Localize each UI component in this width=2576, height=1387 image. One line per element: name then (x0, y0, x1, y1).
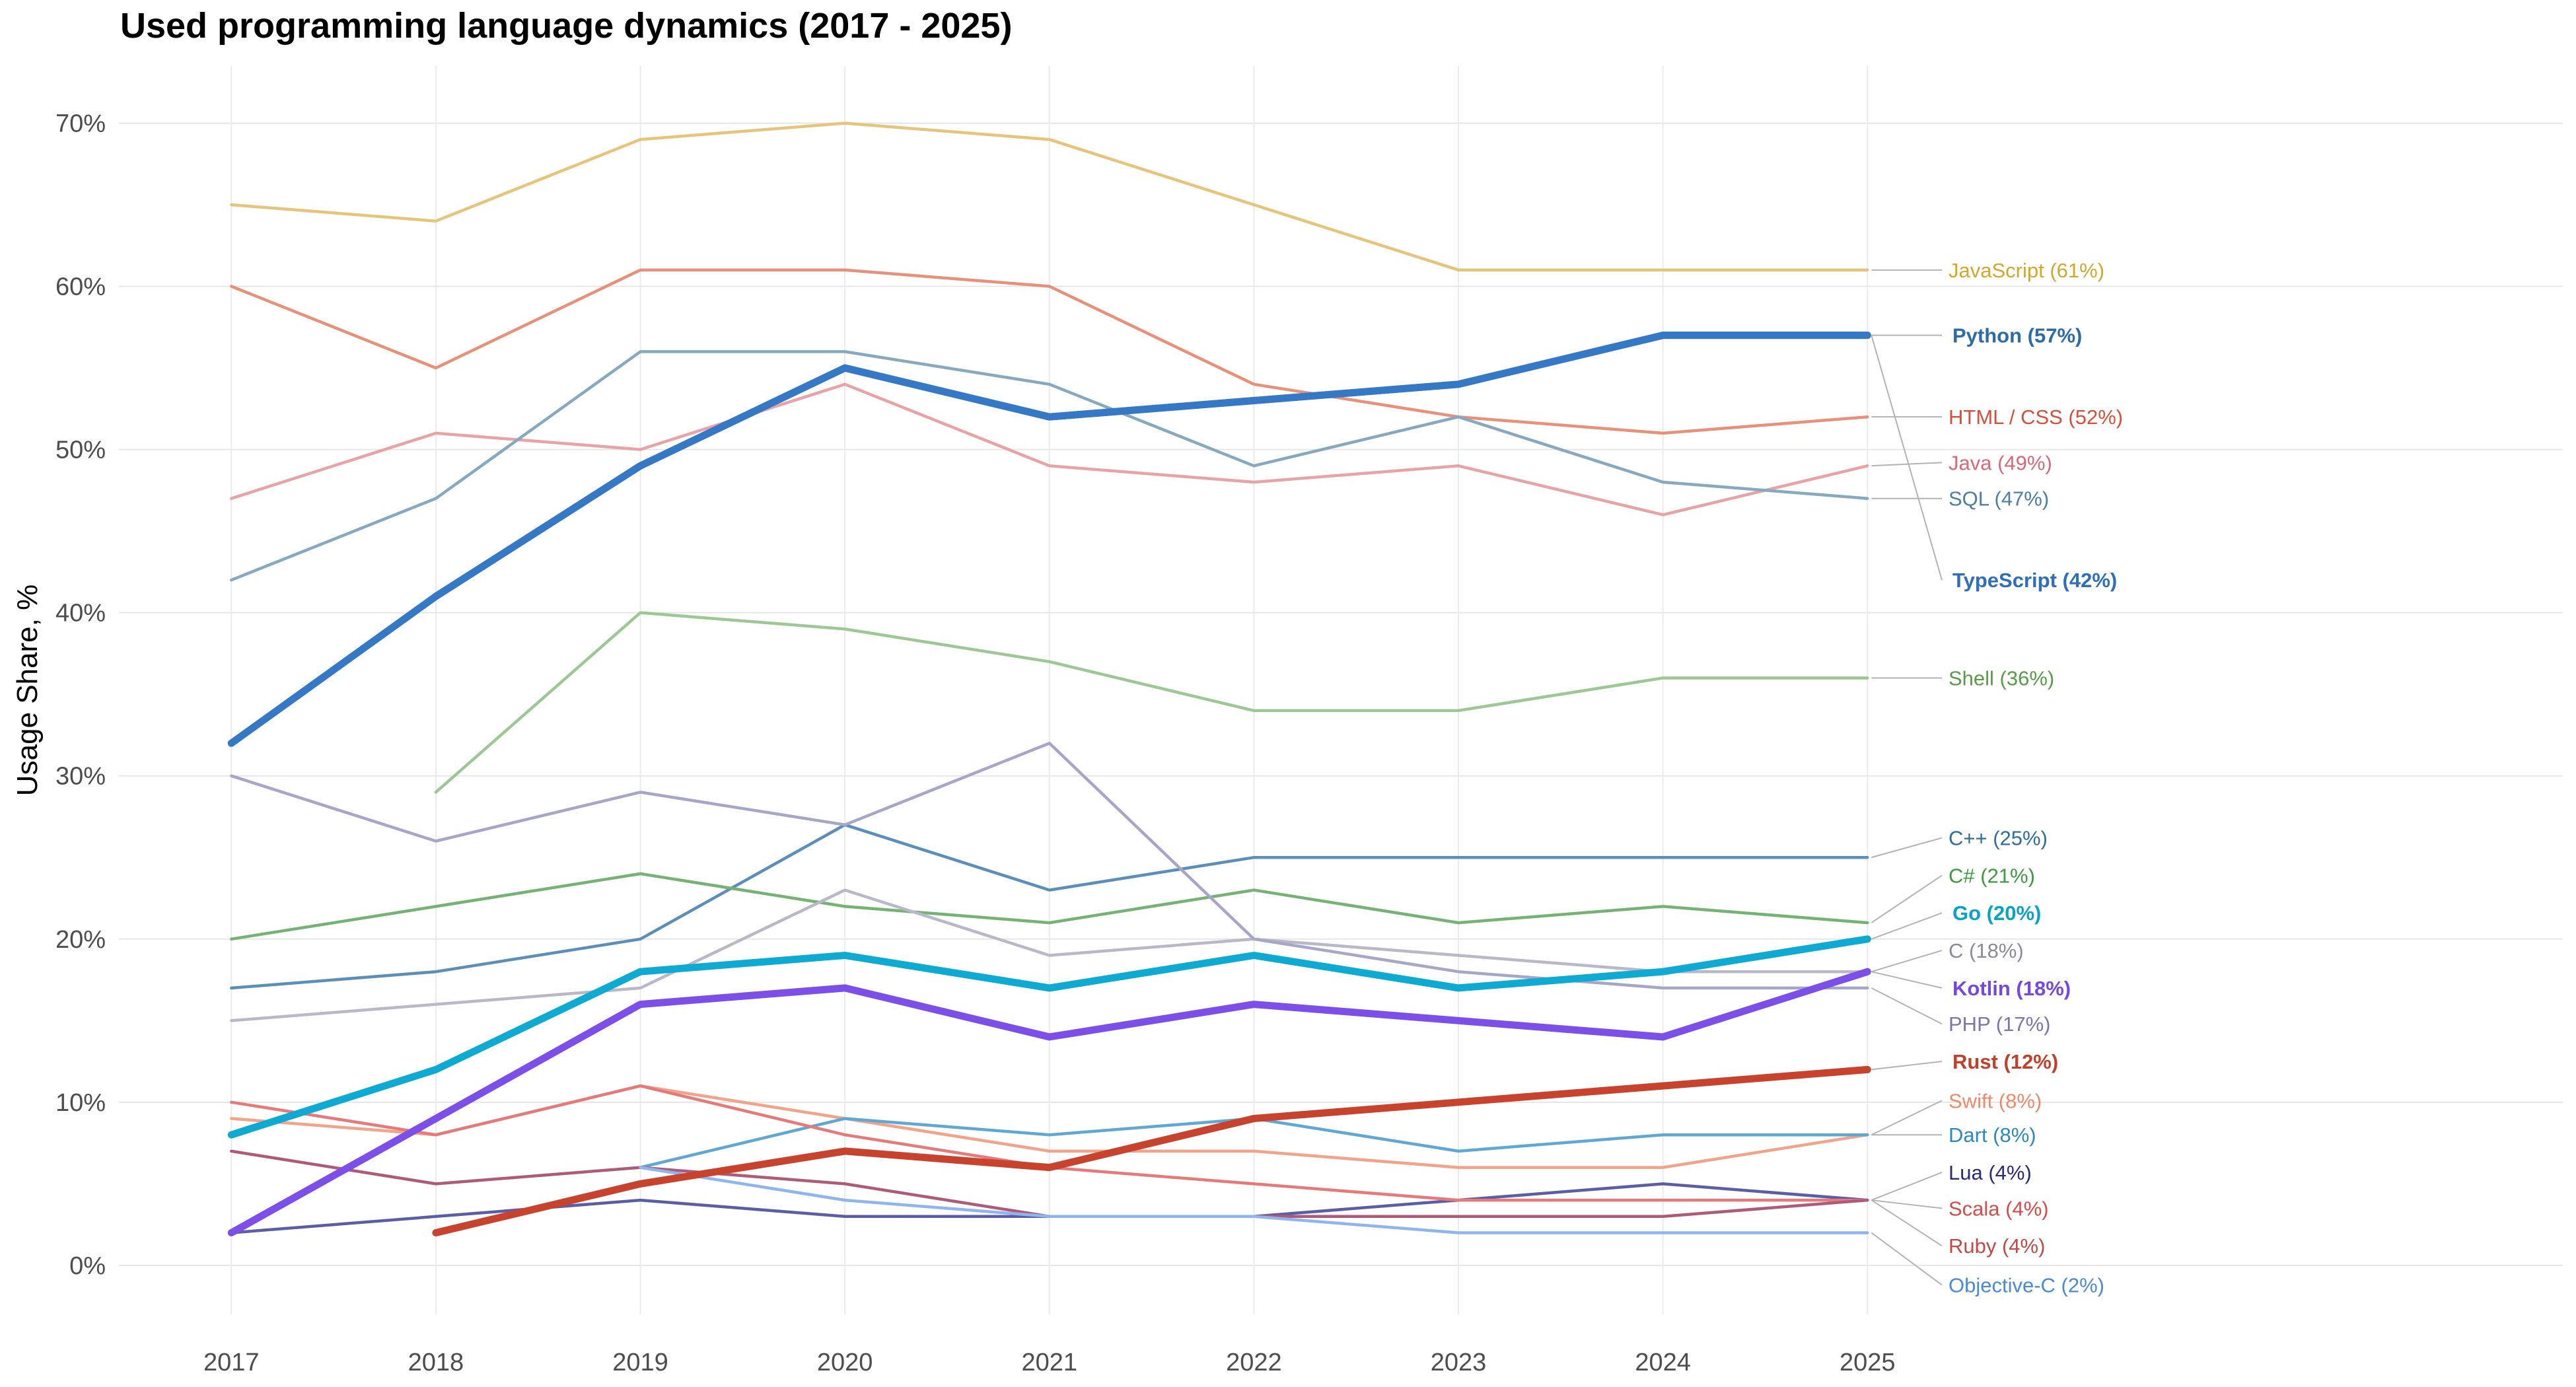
y-tick-label: 10% (55, 1089, 106, 1117)
series-line-html-css (230, 268, 1869, 435)
axis-layer: 0% 10% 20% 30% 40% 50% 60% 70% 2017 2018 2019 2020 2… (11, 110, 1896, 1376)
x-tick-label: 2025 (1840, 1349, 1896, 1376)
series-label-java: Java (49%) (1949, 451, 2052, 474)
x-tick-label: 2022 (1226, 1349, 1282, 1376)
series-line-c (230, 888, 1869, 1022)
leader-line-php (1871, 987, 1943, 1025)
leader-line-csharp (1871, 874, 1943, 923)
series-label-html-css: HTML / CSS (52%) (1949, 406, 2123, 429)
leader-line-c (1871, 950, 1943, 973)
chart-title: Used programming language dynamics (2017… (120, 6, 1013, 46)
series-line-kotlin (227, 968, 1871, 1236)
series-label-cpp: C++ (25%) (1949, 827, 2048, 850)
leader-line-go (1871, 912, 1943, 940)
series-label-rust: Rust (12%) (1952, 1050, 2058, 1073)
label-layer: JavaScript (61%) Python (57%) HTML / CSS (… (1949, 259, 2123, 1297)
series-line-java (230, 382, 1869, 516)
series-label-csharp: C# (21%) (1949, 864, 2035, 887)
series-label-objective-c: Objective-C (2%) (1949, 1274, 2104, 1297)
series-line-javascript (230, 122, 1869, 272)
series-line-typescript (227, 332, 1871, 747)
leader-line-swift (1871, 1100, 1943, 1136)
series-line-objective-c (639, 1166, 1869, 1234)
grid-layer (119, 66, 2563, 1314)
series-line-cpp (230, 823, 1869, 990)
series-label-kotlin: Kotlin (18%) (1952, 977, 2071, 1000)
leader-line-ruby (1871, 1199, 1943, 1247)
series-label-swift: Swift (8%) (1949, 1089, 2042, 1112)
y-tick-label: 70% (55, 110, 106, 137)
leader-line-kotlin (1871, 971, 1943, 989)
y-axis-title: Usage Share, % (11, 585, 44, 796)
leader-line-rust (1871, 1061, 1943, 1071)
series-label-javascript: JavaScript (61%) (1949, 259, 2104, 282)
leader-line-objective-c (1871, 1232, 1943, 1286)
leader-layer (1871, 269, 1943, 1286)
x-tick-label: 2024 (1635, 1349, 1691, 1376)
series-label-ruby: Ruby (4%) (1949, 1234, 2045, 1258)
series-label-typescript: TypeScript (42%) (1952, 569, 2117, 592)
series-label-lua: Lua (4%) (1949, 1161, 2032, 1184)
series-label-go: Go (20%) (1952, 902, 2041, 925)
leader-line-scala (1871, 1199, 1943, 1209)
series-label-sql: SQL (47%) (1949, 487, 2049, 511)
x-tick-label: 2019 (612, 1349, 668, 1376)
series-line-sql (230, 350, 1869, 582)
x-tick-label: 2018 (408, 1349, 464, 1376)
series-label-dart: Dart (8%) (1949, 1123, 2036, 1147)
leader-line-cpp (1871, 837, 1943, 859)
series-line-rust (432, 1065, 1871, 1236)
leader-line-typescript (1871, 335, 1943, 581)
series-label-c: C (18%) (1949, 939, 2024, 962)
x-tick-label: 2020 (817, 1349, 873, 1376)
series-line-php (230, 742, 1869, 990)
x-tick-label: 2021 (1022, 1349, 1078, 1376)
y-tick-label: 60% (55, 273, 106, 301)
y-tick-label: 40% (55, 600, 106, 627)
leader-line-lua (1871, 1172, 1943, 1201)
series-line-csharp (230, 872, 1869, 941)
series-label-php: PHP (17%) (1949, 1013, 2051, 1036)
series-line-python (432, 332, 1871, 600)
series-label-scala: Scala (4%) (1949, 1197, 2049, 1220)
series-layer (227, 122, 1871, 1236)
series-label-shell: Shell (36%) (1949, 666, 2054, 690)
series-line-go (227, 935, 1871, 1139)
y-tick-label: 30% (55, 763, 106, 791)
y-tick-label: 0% (69, 1252, 106, 1280)
series-line-shell (434, 611, 1869, 794)
series-label-python: Python (57%) (1952, 324, 2082, 347)
y-tick-label: 50% (55, 437, 106, 464)
x-tick-label: 2023 (1431, 1349, 1487, 1376)
leader-line-java (1871, 462, 1943, 467)
x-tick-label: 2017 (203, 1349, 260, 1376)
y-tick-label: 20% (55, 926, 106, 954)
